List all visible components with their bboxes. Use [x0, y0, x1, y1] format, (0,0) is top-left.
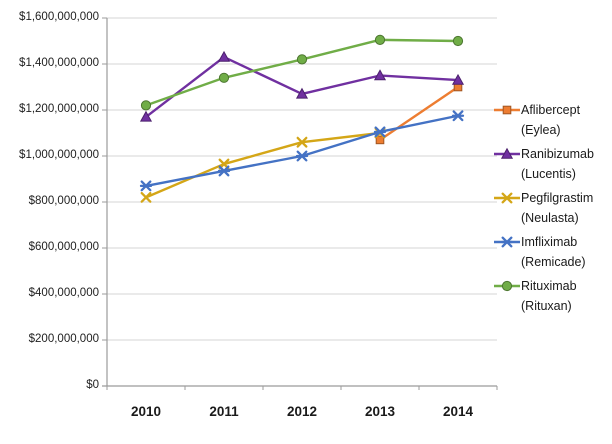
data-point-marker-star	[139, 180, 153, 192]
y-tick-label: $1,400,000,000	[19, 57, 99, 69]
legend-label-name: Imfliximab	[521, 235, 578, 249]
legend-label-brand: (Eylea)	[521, 123, 561, 137]
legend-label-brand: (Lucentis)	[521, 167, 576, 181]
data-point-marker-star	[373, 126, 387, 138]
legend-label-brand: (Rituxan)	[521, 299, 572, 313]
data-point-marker-circle	[452, 35, 464, 47]
legend-marker-icon	[494, 147, 520, 159]
y-tick-label: $1,000,000,000	[19, 149, 99, 161]
data-point-marker-circle	[296, 54, 308, 65]
legend-label-name: Pegfilgrastim	[521, 191, 594, 205]
data-point-marker-x	[296, 136, 308, 148]
data-point-marker-triangle	[217, 50, 231, 62]
x-tick-label: 2011	[209, 404, 239, 419]
data-point-marker-triangle	[295, 87, 309, 99]
data-point-marker-star	[500, 236, 514, 248]
legend-entry-pegfilgrastim: Pegfilgrastim (Neulasta)	[493, 188, 593, 228]
data-point-marker-circle	[218, 72, 230, 83]
legend-label-brand: (Remicade)	[521, 255, 586, 269]
data-point-marker-circle	[501, 280, 513, 292]
legend-marker-icon	[494, 280, 520, 292]
data-point-marker-square	[375, 135, 385, 145]
data-point-marker-circle	[374, 34, 386, 45]
data-point-marker-star	[295, 150, 309, 162]
legend-label-name: Aflibercept	[521, 103, 581, 117]
data-point-marker-x	[501, 192, 513, 204]
x-tick-label: 2010	[130, 404, 162, 419]
data-point-marker-x	[140, 191, 152, 203]
data-point-marker-triangle	[451, 73, 465, 85]
x-tick-label: 2014	[442, 404, 474, 419]
data-point-marker-circle	[140, 100, 152, 111]
data-point-marker-star	[451, 110, 465, 122]
x-tick-label: 2012	[286, 404, 318, 419]
legend-entry-rituximab: Rituximab (Rituxan)	[493, 276, 577, 316]
data-point-marker-triangle	[500, 147, 514, 159]
data-point-marker-star	[217, 165, 231, 177]
series-aflibercept	[375, 82, 463, 145]
data-point-marker-triangle	[139, 110, 153, 122]
series-imfliximab	[139, 110, 465, 192]
series-rituximab	[140, 34, 464, 111]
y-tick-label: $1,200,000,000	[19, 103, 99, 115]
legend-entry-aflibercept: Aflibercept (Eylea)	[493, 100, 580, 140]
x-tick-label: 2013	[364, 404, 396, 419]
legend-marker-icon	[494, 236, 520, 248]
data-point-marker-triangle	[373, 69, 387, 81]
legend-entry-imfliximab: Imfliximab (Remicade)	[493, 232, 586, 272]
data-point-marker-square	[502, 105, 512, 115]
series-ranibizumab	[139, 50, 465, 122]
y-tick-label: $800,000,000	[28, 195, 99, 207]
legend-marker-icon	[494, 192, 520, 204]
series-pegfilgrastim	[140, 127, 386, 203]
y-tick-label: $400,000,000	[28, 287, 99, 299]
y-tick-label: $200,000,000	[28, 333, 99, 345]
y-tick-label: $1,600,000,000	[19, 11, 99, 23]
y-tick-label: $600,000,000	[28, 241, 99, 253]
y-tick-label: $0	[86, 379, 99, 391]
legend-label-name: Ranibizumab	[521, 147, 594, 161]
legend-marker-icon	[494, 105, 520, 115]
legend-label-brand: (Neulasta)	[521, 211, 579, 225]
legend-label-name: Rituximab	[521, 279, 577, 293]
legend-entry-ranibizumab: Ranibizumab (Lucentis)	[493, 144, 594, 184]
